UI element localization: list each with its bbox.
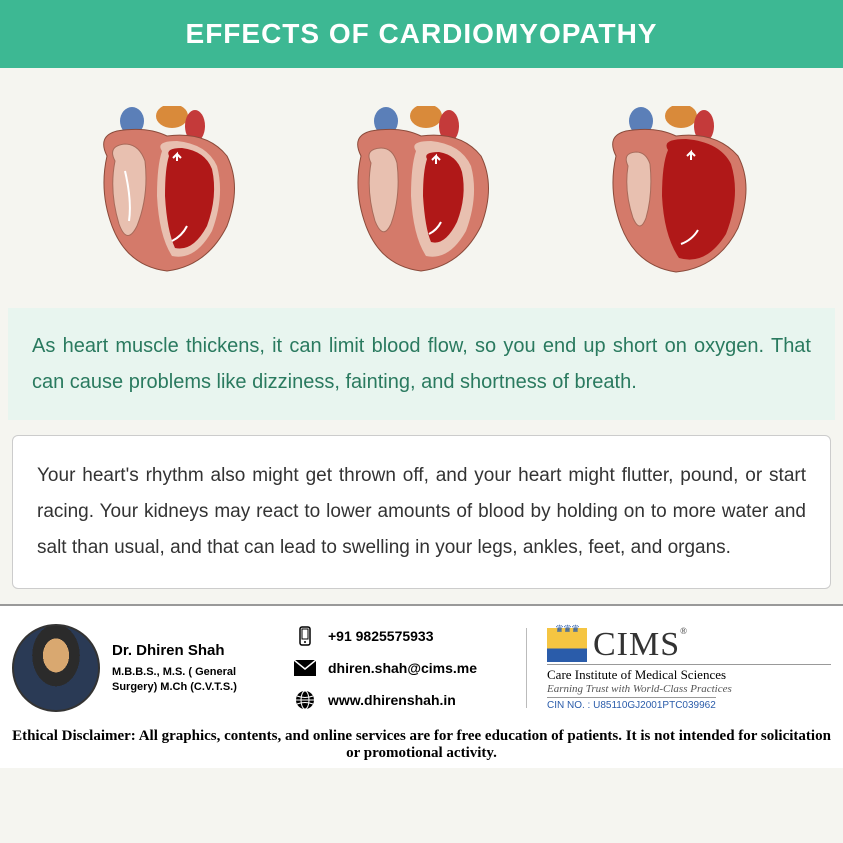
heart-diagram-row <box>0 68 843 308</box>
org-name: CIMS® <box>593 626 688 664</box>
phone-icon <box>294 625 316 647</box>
phone-row: +91 9825575933 <box>294 625 514 647</box>
heart-diagram-2 <box>331 106 511 276</box>
email-text: dhiren.shah@cims.me <box>328 660 477 676</box>
email-row: dhiren.shah@cims.me <box>294 657 514 679</box>
organization-block: CIMS® Care Institute of Medical Sciences… <box>539 626 831 711</box>
heart-diagram-1 <box>77 106 257 276</box>
heart-diagram-3 <box>586 106 766 276</box>
doctor-name: Dr. Dhiren Shah <box>112 642 282 659</box>
globe-icon <box>294 689 316 711</box>
org-cin: CIN NO. : U85110GJ2001PTC039962 <box>547 697 716 711</box>
contact-column: +91 9825575933 dhiren.shah@cims.me www.d… <box>294 625 514 711</box>
email-icon <box>294 657 316 679</box>
org-tagline: Earning Trust with World-Class Practices <box>547 683 732 695</box>
footer-divider <box>526 628 527 708</box>
page-title: EFFECTS OF CARDIOMYOPATHY <box>0 0 843 68</box>
website-text: www.dhirenshah.in <box>328 692 456 708</box>
website-row: www.dhirenshah.in <box>294 689 514 711</box>
cims-logo-icon <box>547 628 587 662</box>
footer: Dr. Dhiren Shah M.B.B.S., M.S. ( General… <box>0 604 843 724</box>
phone-text: +91 9825575933 <box>328 628 434 644</box>
secondary-effect-text: Your heart's rhythm also might get throw… <box>12 435 831 589</box>
doctor-qualifications: M.B.B.S., M.S. ( General Surgery) M.Ch (… <box>112 665 282 694</box>
doctor-avatar <box>12 624 100 712</box>
org-full-name: Care Institute of Medical Sciences <box>547 664 831 683</box>
infographic-container: EFFECTS OF CARDIOMYOPATHY <box>0 0 843 843</box>
doctor-info: Dr. Dhiren Shah M.B.B.S., M.S. ( General… <box>112 642 282 694</box>
disclaimer-text: Ethical Disclaimer: All graphics, conten… <box>0 724 843 768</box>
primary-effect-text: As heart muscle thickens, it can limit b… <box>8 308 835 420</box>
